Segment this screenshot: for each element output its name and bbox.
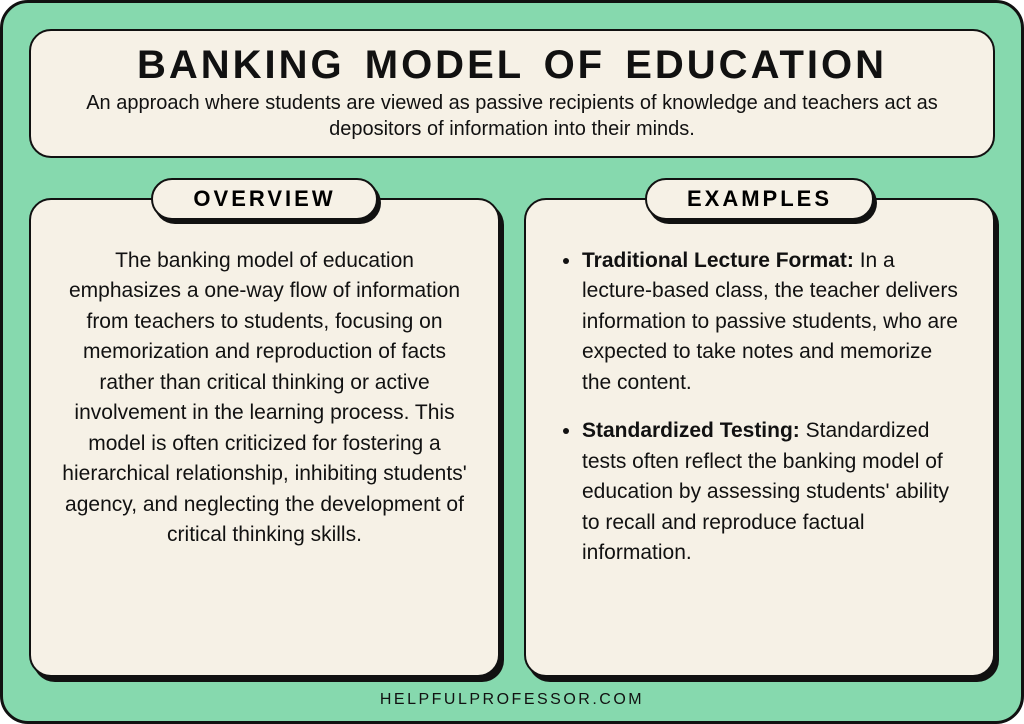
example-title: Traditional Lecture Format:: [582, 249, 854, 272]
infographic-frame: BANKING MODEL OF EDUCATION An approach w…: [0, 0, 1024, 724]
example-title: Standardized Testing:: [582, 419, 800, 442]
examples-card: EXAMPLES Traditional Lecture Format: In …: [524, 198, 995, 677]
examples-column: EXAMPLES Traditional Lecture Format: In …: [524, 198, 995, 677]
examples-label: EXAMPLES: [645, 178, 874, 220]
overview-text: The banking model of education emphasize…: [61, 246, 468, 550]
list-item: Traditional Lecture Format: In a lecture…: [582, 246, 963, 398]
page-subtitle: An approach where students are viewed as…: [51, 90, 973, 142]
examples-list: Traditional Lecture Format: In a lecture…: [556, 246, 963, 568]
overview-label-wrap: OVERVIEW: [31, 178, 498, 220]
columns-row: OVERVIEW The banking model of education …: [29, 198, 995, 677]
overview-column: OVERVIEW The banking model of education …: [29, 198, 500, 677]
header-card: BANKING MODEL OF EDUCATION An approach w…: [29, 29, 995, 158]
page-title: BANKING MODEL OF EDUCATION: [51, 43, 973, 88]
examples-label-wrap: EXAMPLES: [526, 178, 993, 220]
footer-credit: HELPFULPROFESSOR.COM: [29, 691, 995, 709]
overview-label: OVERVIEW: [151, 178, 377, 220]
list-item: Standardized Testing: Standardized tests…: [582, 416, 963, 568]
overview-card: OVERVIEW The banking model of education …: [29, 198, 500, 677]
